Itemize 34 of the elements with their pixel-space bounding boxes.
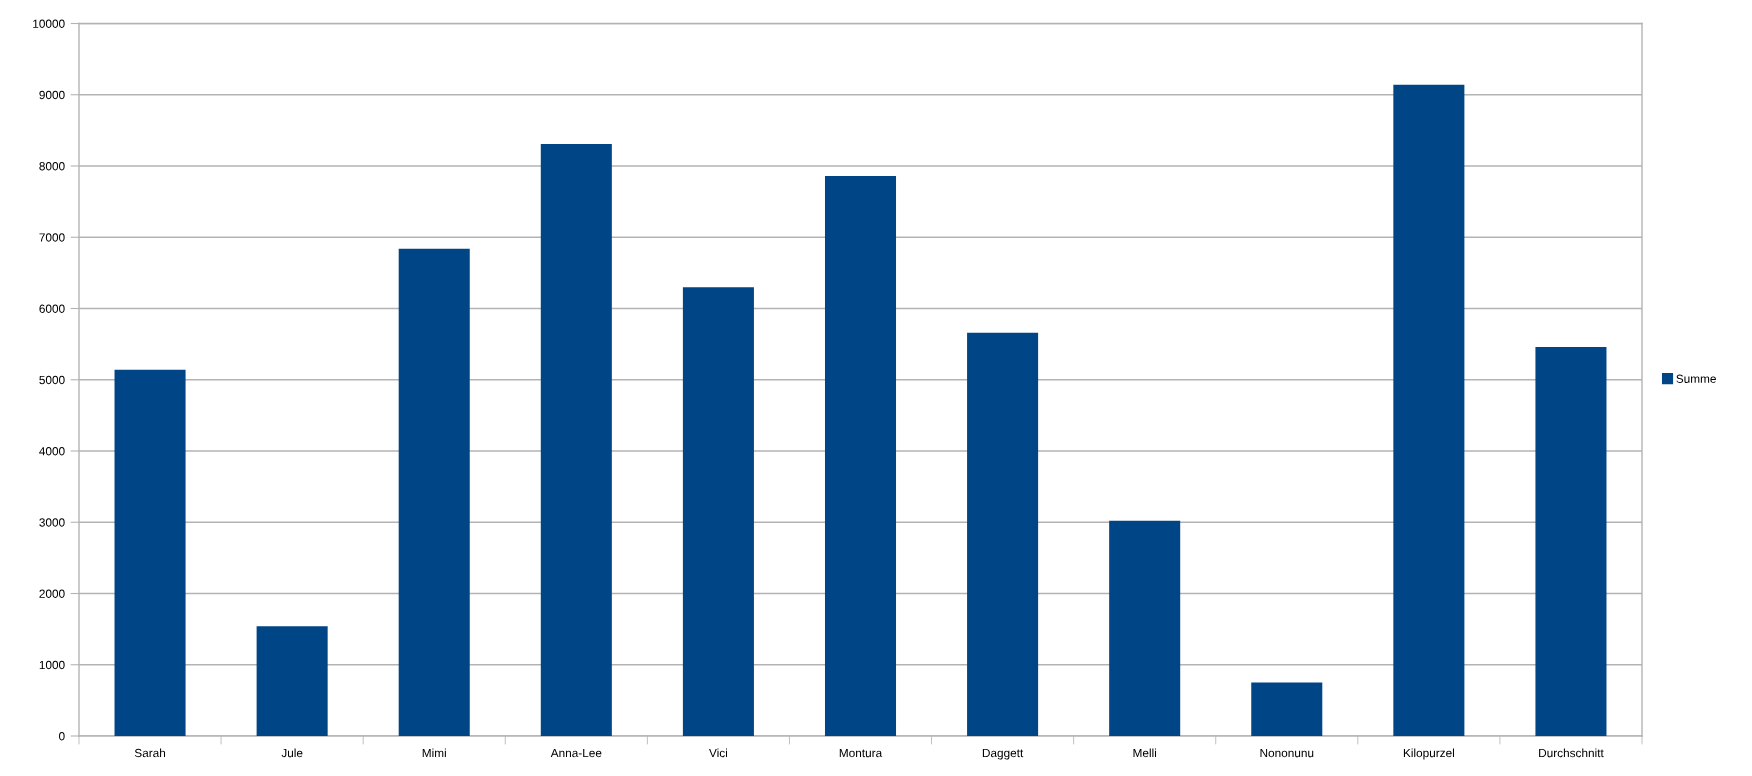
y-tick-label: 10000 <box>33 19 65 28</box>
y-tick-label: 3000 <box>39 518 65 527</box>
bar <box>256 626 328 736</box>
x-tick-label: Kilopurzel <box>1403 748 1454 760</box>
y-tick-label: 8000 <box>39 162 65 171</box>
bar <box>824 175 897 736</box>
x-tick-label: Mimi <box>422 748 446 758</box>
bar <box>540 143 612 736</box>
y-tick-label: 0 <box>59 732 65 741</box>
legend-label: Summe <box>1676 374 1716 383</box>
x-tick-label: Nononunu <box>1260 748 1314 758</box>
x-tick-label: Melli <box>1133 748 1157 758</box>
bar <box>114 369 186 736</box>
bar <box>682 287 754 736</box>
x-tick-label: Durchschnitt <box>1539 748 1604 758</box>
x-tick-label: Vici <box>709 748 728 758</box>
bar <box>1535 346 1607 736</box>
x-tick-label: Daggett <box>982 748 1024 760</box>
bar <box>1251 682 1323 736</box>
x-tick-label: Sarah <box>134 748 166 758</box>
y-tick-label: 6000 <box>39 304 65 313</box>
y-tick-label: 1000 <box>39 660 65 670</box>
bar <box>967 332 1039 736</box>
x-tick-label: Anna-Lee <box>550 748 602 758</box>
y-tick-label: 2000 <box>39 589 65 598</box>
bar <box>398 248 470 736</box>
x-tick-label: Jule <box>281 748 303 758</box>
bar <box>1393 84 1465 736</box>
y-tick-label: 4000 <box>39 447 65 456</box>
y-tick-label: 5000 <box>39 375 65 385</box>
y-tick-label: 7000 <box>39 233 65 242</box>
bar <box>1109 520 1181 736</box>
y-tick-label: 9000 <box>39 90 65 100</box>
x-tick-label: Montura <box>839 748 883 758</box>
